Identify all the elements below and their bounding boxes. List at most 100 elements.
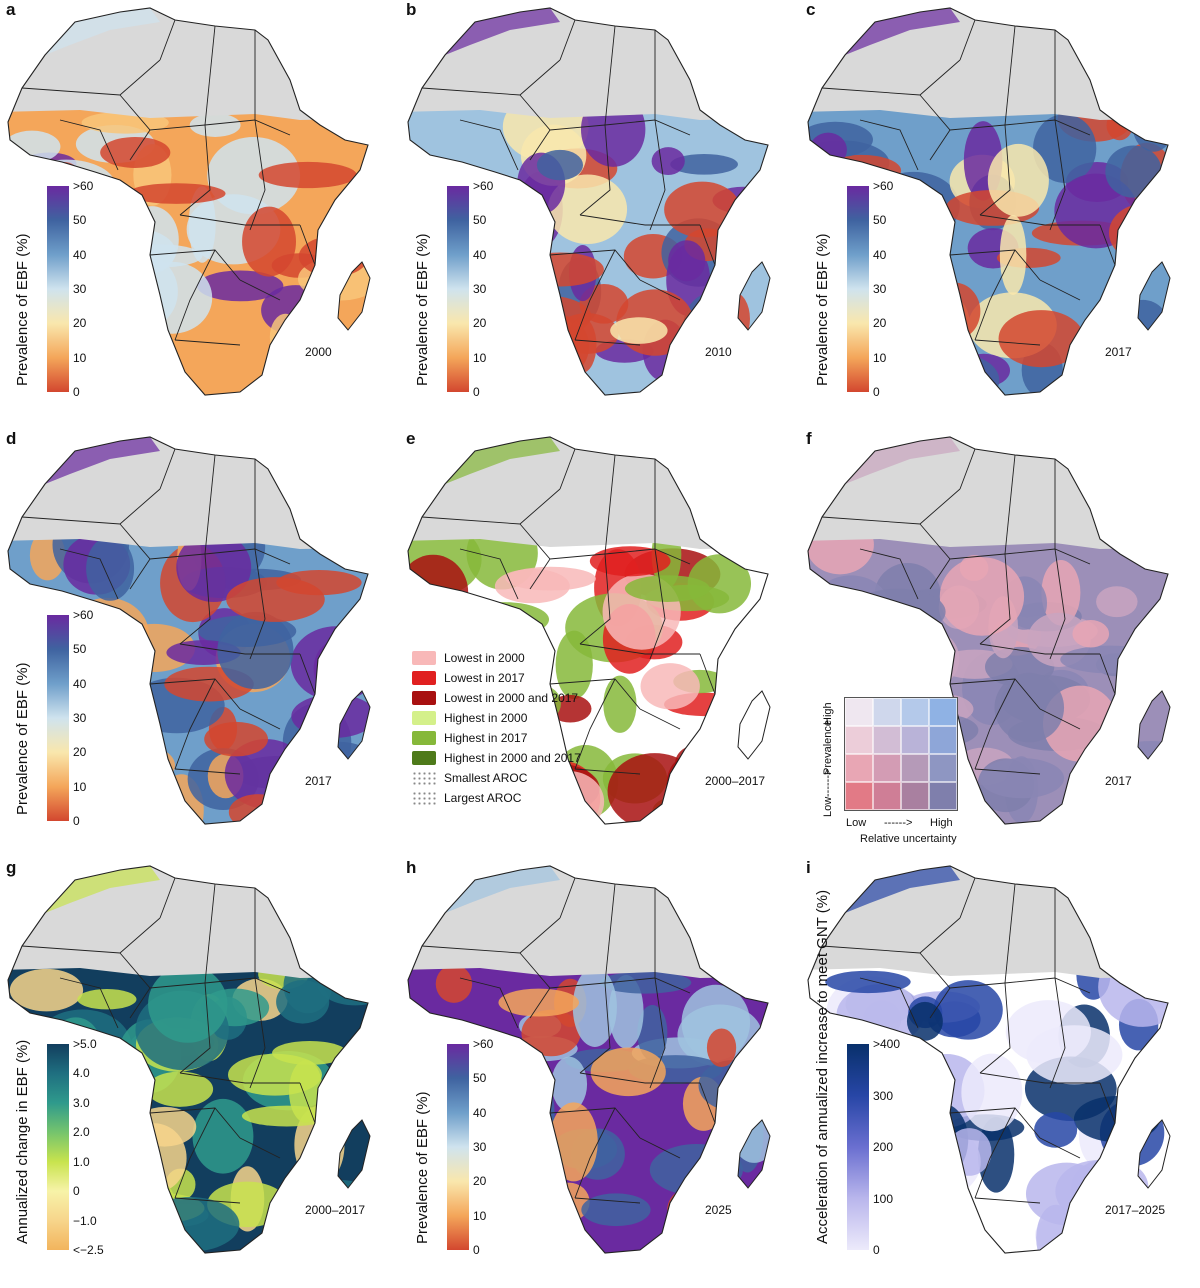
panel-label: c xyxy=(806,0,816,19)
legend-entry: Highest in 2000 and 2017 xyxy=(412,751,581,765)
country-borders xyxy=(821,19,1116,346)
colorbar-tick: 50 xyxy=(473,1071,487,1086)
colorbar-tick: 0 xyxy=(873,1243,880,1257)
legend-entry: Lowest in 2017 xyxy=(412,671,525,685)
panel-label: g xyxy=(6,858,17,877)
colorbar-tick: 100 xyxy=(873,1191,894,1206)
panel-label: i xyxy=(806,858,811,877)
colorbar-tick: 0 xyxy=(73,385,80,399)
legend-cell xyxy=(845,782,873,810)
colorbar-title: Annualized change in EBF (%) xyxy=(14,1039,31,1244)
colorbar-tick: 20 xyxy=(473,1174,487,1189)
madagascar-outline xyxy=(1137,261,1171,331)
legend-swatch xyxy=(412,771,436,785)
panel-a: a 2000 >60 50 40 30 20 10 0 Prevalence of EBF (%) xyxy=(0,0,400,429)
colorbar-tick: 0 xyxy=(473,385,480,399)
legend-label: Lowest in 2000 and 2017 xyxy=(444,691,579,705)
x-low-label: Low xyxy=(846,817,867,829)
legend-entry: Smallest AROC xyxy=(412,771,527,785)
colorbar-tick: 4.0 xyxy=(73,1066,90,1081)
panel-year: 2025 xyxy=(705,1203,732,1217)
colorbar xyxy=(447,186,469,392)
colorbar-tick: 0 xyxy=(873,385,880,399)
continent-outline xyxy=(407,436,769,825)
colorbar-tick: 30 xyxy=(473,1140,487,1154)
legend-cell xyxy=(845,726,873,754)
colorbar-tick: 50 xyxy=(73,642,87,657)
panel-g: g 2000–2017 >5.0 4.0 3.0 2.0 1.0 0 −1.0 <−2.5 Annu… xyxy=(0,858,400,1287)
africa-map xyxy=(407,7,771,396)
legend-label: Highest in 2000 xyxy=(444,711,528,725)
colorbar xyxy=(47,186,69,392)
panel-c: c 2017 >60 50 40 30 20 10 0 Prevalence of EBF (%) xyxy=(800,0,1200,429)
colorbar-tick: >60 xyxy=(873,179,894,193)
legend-cell xyxy=(929,726,957,754)
continent-outline xyxy=(807,865,1169,1254)
colorbar-tick: 50 xyxy=(873,213,887,228)
colorbar-tick: 40 xyxy=(73,247,87,262)
legend-swatch xyxy=(412,731,436,745)
x-arrow: ------> xyxy=(884,817,913,829)
panel-year: 2000–2017 xyxy=(705,774,766,788)
colorbar-tick: 0 xyxy=(73,1184,80,1199)
y-mid-label: Prevalence xyxy=(822,719,834,775)
y-arrow: ------> xyxy=(822,768,834,797)
legend-entry: Highest in 2017 xyxy=(412,731,527,745)
panel-label: f xyxy=(806,429,812,448)
panel-label: a xyxy=(6,0,16,19)
colorbar-tick: >60 xyxy=(473,1037,494,1051)
colorbar-tick: 40 xyxy=(873,247,887,262)
colorbar-tick: 3.0 xyxy=(73,1095,90,1110)
colorbar-tick: 10 xyxy=(873,350,887,365)
colorbar-tick: 50 xyxy=(473,213,487,228)
continent-outline xyxy=(807,7,1169,396)
continent-outline xyxy=(7,865,369,1254)
legend-cell xyxy=(929,782,957,810)
colorbar-tick: 0 xyxy=(73,814,80,828)
colorbar-tick: 2.0 xyxy=(73,1125,90,1140)
panel-b: b 2010 >60 50 40 30 20 10 0 Prevalence of EBF (%) xyxy=(400,0,800,429)
panel-year: 2017 xyxy=(1105,345,1132,359)
colorbar-tick: 10 xyxy=(73,779,87,794)
colorbar xyxy=(47,1044,69,1250)
colorbar-tick: 30 xyxy=(473,282,487,296)
legend-entry: Largest AROC xyxy=(412,791,521,805)
colorbar-tick: >60 xyxy=(73,179,94,193)
legend-cell xyxy=(873,726,901,754)
legend-cell xyxy=(845,698,873,726)
bivariate-legend xyxy=(844,697,958,811)
colorbar-tick: 300 xyxy=(873,1088,894,1103)
madagascar-outline xyxy=(737,261,771,331)
x-high-label: High xyxy=(930,817,953,829)
colorbar xyxy=(447,1044,469,1250)
colorbar xyxy=(847,186,869,392)
madagascar-outline xyxy=(337,261,371,331)
colorbar-title: Prevalence of EBF (%) xyxy=(14,662,31,815)
legend-label: Lowest in 2000 xyxy=(444,651,525,665)
legend-entry: Highest in 2000 xyxy=(412,711,527,725)
country-borders xyxy=(821,877,1116,1204)
panel-year: 2000–2017 xyxy=(305,1203,366,1217)
legend-entry: Lowest in 2000 and 2017 xyxy=(412,691,578,705)
colorbar-tick: 10 xyxy=(73,350,87,365)
panel-label: e xyxy=(406,429,416,448)
legend-swatch xyxy=(412,711,436,725)
legend-entry: Lowest in 2000 xyxy=(412,651,525,665)
legend-swatch xyxy=(412,791,436,805)
legend-cell xyxy=(901,726,929,754)
colorbar-title: Acceleration of annualized increase to m… xyxy=(814,889,831,1244)
africa-map xyxy=(807,436,1171,825)
colorbar-tick: 20 xyxy=(473,316,487,331)
colorbar-tick: 20 xyxy=(73,745,87,760)
legend-label: Lowest in 2017 xyxy=(444,671,525,685)
madagascar-outline xyxy=(337,1119,371,1189)
legend-cell xyxy=(901,698,929,726)
panel-h: h 2025 >60 50 40 30 20 10 0 Prevalence of EBF (%) xyxy=(400,858,800,1287)
panel-f: f 2017 Low ------> High Relative uncertainty H… xyxy=(800,429,1200,858)
colorbar-title: Prevalence of EBF (%) xyxy=(414,233,431,386)
country-borders xyxy=(421,877,716,1204)
legend-cell xyxy=(873,754,901,782)
legend-label: Highest in 2017 xyxy=(444,731,528,745)
colorbar-tick: 20 xyxy=(73,316,87,331)
continent-outline xyxy=(407,7,769,396)
